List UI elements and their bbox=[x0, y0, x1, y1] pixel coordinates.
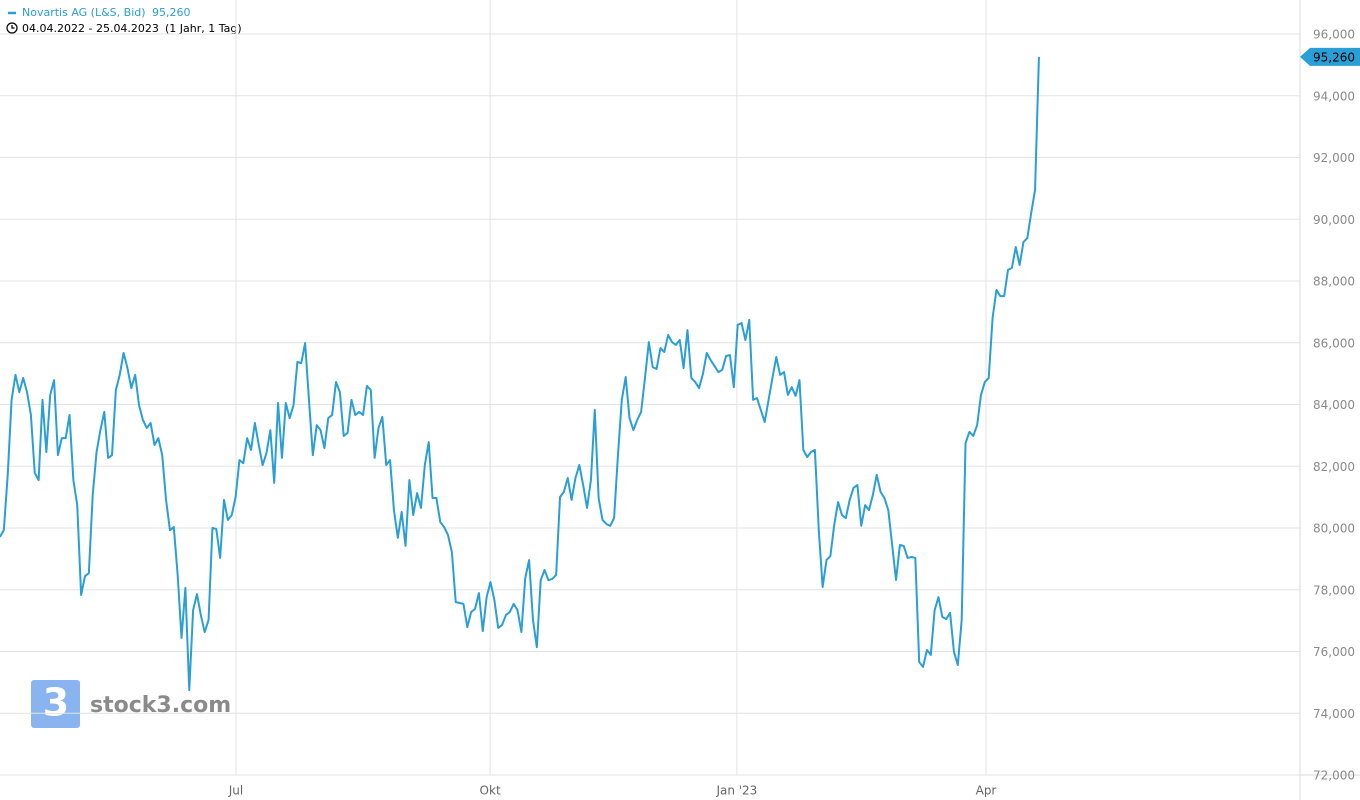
y-tick-label: 76,000 bbox=[1313, 645, 1355, 659]
y-tick-label: 80,000 bbox=[1313, 522, 1355, 536]
y-tick-label: 78,000 bbox=[1313, 583, 1355, 597]
x-tick-label: Jul bbox=[228, 784, 243, 798]
x-tick-label: Okt bbox=[480, 784, 501, 798]
y-tick-label: 82,000 bbox=[1313, 460, 1355, 474]
subtitle: 04.04.2022 - 25.04.2023 bbox=[22, 22, 159, 35]
clock-hands bbox=[11, 25, 15, 29]
y-tick-label: 74,000 bbox=[1313, 707, 1355, 721]
legend-label: Novartis AG (L&S, Bid) bbox=[22, 6, 146, 19]
last-price-label: 95,260 bbox=[1313, 50, 1355, 64]
y-tick-label: 94,000 bbox=[1313, 89, 1355, 103]
y-tick-label: 90,000 bbox=[1313, 213, 1355, 227]
plot: 95,260 bbox=[0, 47, 1360, 692]
legend-value: 95,260 bbox=[152, 6, 191, 19]
x-tick-label: Apr bbox=[976, 784, 997, 798]
price-line bbox=[0, 56, 1040, 692]
x-tick-label: Jan '23 bbox=[715, 784, 757, 798]
period: (1 Jahr, 1 Tag) bbox=[165, 22, 242, 35]
y-tick-label: 72,000 bbox=[1313, 769, 1355, 783]
y-tick-label: 86,000 bbox=[1313, 336, 1355, 350]
watermark: stock3.com bbox=[90, 693, 231, 718]
y-tick-label: 96,000 bbox=[1313, 28, 1355, 42]
y-tick-label: 88,000 bbox=[1313, 275, 1355, 289]
clock-icon bbox=[6, 22, 18, 34]
y-tick-label: 84,000 bbox=[1313, 398, 1355, 412]
logo bbox=[31, 680, 80, 728]
logo-mark: 3 bbox=[43, 681, 69, 725]
last-price-tag bbox=[1300, 47, 1360, 66]
y-tick-label: 92,000 bbox=[1313, 151, 1355, 165]
